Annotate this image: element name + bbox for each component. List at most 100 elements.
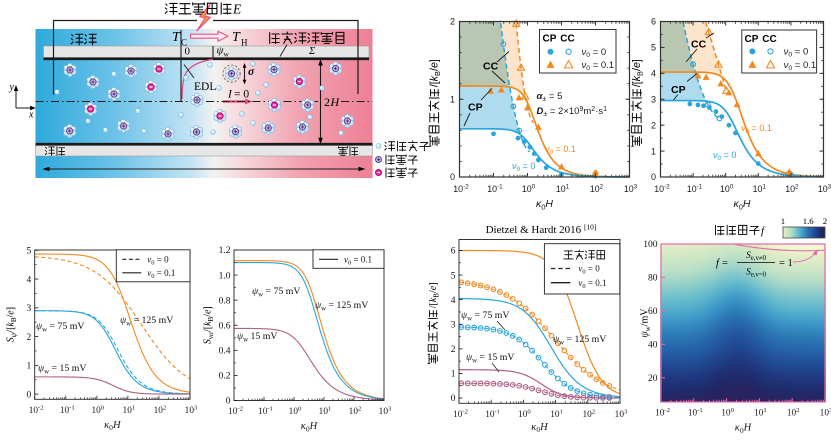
- svg-text:2: 2: [823, 216, 827, 226]
- svg-text:Sψ/[kB/e]: Sψ/[kB/e]: [6, 307, 18, 342]
- svg-text:5: 5: [651, 43, 656, 53]
- svg-text:σ: σ: [248, 66, 255, 78]
- svg-text:ν0 = 0.1: ν0 = 0.1: [582, 60, 615, 72]
- svg-text:T: T: [232, 30, 241, 45]
- svg-text:4: 4: [651, 69, 656, 79]
- svg-text:6: 6: [451, 247, 456, 257]
- svg-text:CC: CC: [483, 61, 499, 73]
- svg-text:ψw = 125 mV: ψw = 125 mV: [553, 334, 606, 346]
- svg-text:10-1: 10-1: [687, 184, 703, 194]
- svg-text:ψw = 125 mV: ψw = 125 mV: [120, 315, 173, 327]
- svg-text:100: 100: [91, 404, 104, 416]
- svg-text:0.2: 0.2: [219, 372, 231, 382]
- svg-text:101: 101: [754, 407, 767, 419]
- svg-text:100: 100: [643, 240, 658, 250]
- svg-text:10-2: 10-2: [453, 408, 468, 420]
- svg-text:ν0 = 0: ν0 = 0: [784, 47, 809, 59]
- svg-text:ψw = 15 mV: ψw = 15 mV: [38, 363, 86, 375]
- svg-text:C: C: [181, 38, 187, 48]
- svg-text:1: 1: [26, 362, 31, 372]
- svg-text:1: 1: [781, 216, 785, 226]
- svg-text:ψw = 75 mV: ψw = 75 mV: [36, 321, 84, 333]
- svg-text:6: 6: [651, 17, 656, 27]
- svg-text:f: f: [716, 258, 721, 269]
- svg-text:= 0: = 0: [234, 89, 249, 101]
- svg-text:v0 = 0.1: v0 = 0.1: [578, 278, 606, 290]
- svg-text:102: 102: [154, 404, 167, 416]
- svg-text:1: 1: [451, 370, 456, 380]
- svg-text:100: 100: [518, 408, 531, 420]
- svg-text:0.6: 0.6: [219, 321, 231, 331]
- svg-text:H: H: [241, 38, 248, 48]
- svg-text:CP: CP: [468, 102, 483, 114]
- svg-text:100: 100: [721, 407, 734, 419]
- svg-text:0: 0: [226, 397, 231, 407]
- svg-text:10-1: 10-1: [60, 404, 75, 416]
- svg-text:κ0H: κ0H: [536, 198, 553, 211]
- svg-text:3: 3: [451, 320, 456, 330]
- svg-text:3: 3: [26, 304, 31, 314]
- svg-text:2: 2: [450, 17, 455, 27]
- svg-text:100: 100: [522, 184, 536, 194]
- svg-text:10-1: 10-1: [688, 407, 703, 419]
- svg-text:CP: CP: [671, 84, 686, 96]
- svg-text:4: 4: [451, 296, 456, 306]
- svg-text:ν0 = 0.1: ν0 = 0.1: [545, 144, 576, 156]
- svg-text:ψw = 125 mV: ψw = 125 mV: [315, 300, 368, 312]
- svg-text:103: 103: [818, 184, 831, 194]
- svg-text:Dietzel & Hardt 2016 [10]: Dietzel & Hardt 2016 [10]: [486, 223, 597, 237]
- svg-text:10-2: 10-2: [228, 405, 243, 417]
- svg-text:=: =: [722, 258, 728, 269]
- svg-text:/[kB/e]: /[kB/e]: [429, 59, 443, 87]
- svg-text:102: 102: [349, 405, 362, 417]
- svg-text:103: 103: [379, 405, 392, 417]
- svg-text:0: 0: [651, 172, 656, 182]
- svg-text:I: I: [227, 89, 233, 101]
- svg-text:1: 1: [450, 94, 455, 104]
- svg-text:CP: CP: [745, 34, 759, 45]
- svg-text:101: 101: [319, 405, 332, 417]
- svg-text:ν0 = 0: ν0 = 0: [582, 47, 607, 59]
- svg-text:ψw = 75 mV: ψw = 75 mV: [461, 310, 509, 322]
- svg-text:α± = 5: α± = 5: [537, 91, 563, 103]
- svg-text:v0 = 0: v0 = 0: [147, 254, 169, 266]
- svg-text:ν0 = 0.1: ν0 = 0.1: [741, 123, 772, 135]
- svg-text:100: 100: [720, 184, 734, 194]
- svg-text:80: 80: [648, 274, 658, 284]
- svg-text:CP: CP: [543, 34, 557, 45]
- svg-text:2: 2: [651, 120, 656, 130]
- svg-text:ψw = 75 mV: ψw = 75 mV: [252, 286, 300, 298]
- svg-text:= 1: = 1: [779, 258, 793, 269]
- svg-text:κ0H: κ0H: [531, 422, 549, 434]
- svg-text:102: 102: [590, 184, 604, 194]
- svg-text:10-2: 10-2: [655, 407, 670, 419]
- svg-text:Se,v≠0: Se,v≠0: [746, 251, 767, 262]
- svg-text:ψw/mV: ψw/mV: [640, 308, 652, 338]
- svg-text:ψw = 15 mV: ψw = 15 mV: [466, 352, 514, 364]
- svg-text:ψ: ψ: [217, 45, 224, 57]
- svg-text:0.4: 0.4: [219, 347, 231, 357]
- svg-text:v0 = 0: v0 = 0: [578, 264, 600, 276]
- svg-text:κ0H: κ0H: [733, 198, 750, 211]
- svg-text:2: 2: [324, 95, 330, 109]
- svg-text:103: 103: [615, 408, 628, 420]
- svg-text:2: 2: [451, 345, 456, 355]
- svg-text:y: y: [9, 82, 15, 93]
- svg-text:10-2: 10-2: [29, 404, 44, 416]
- svg-text:/[kB/e]: /[kB/e]: [631, 59, 645, 87]
- svg-text:0: 0: [26, 390, 31, 400]
- svg-text:Σ: Σ: [308, 46, 316, 57]
- svg-text:10-1: 10-1: [487, 184, 503, 194]
- svg-text:101: 101: [556, 184, 570, 194]
- svg-text:0: 0: [185, 46, 191, 58]
- svg-text:10-1: 10-1: [258, 405, 273, 417]
- svg-text:102: 102: [582, 408, 595, 420]
- svg-text:E: E: [232, 1, 242, 16]
- svg-text:D± = 2×109m2·s1: D± = 2×109m2·s1: [537, 106, 608, 118]
- svg-text:3: 3: [651, 94, 656, 104]
- svg-text:κ0H: κ0H: [301, 421, 319, 433]
- svg-text:5: 5: [26, 246, 31, 256]
- svg-text:v0 = 0.1: v0 = 0.1: [344, 254, 372, 266]
- svg-text:0.8: 0.8: [219, 296, 231, 306]
- svg-text:CC: CC: [762, 34, 776, 45]
